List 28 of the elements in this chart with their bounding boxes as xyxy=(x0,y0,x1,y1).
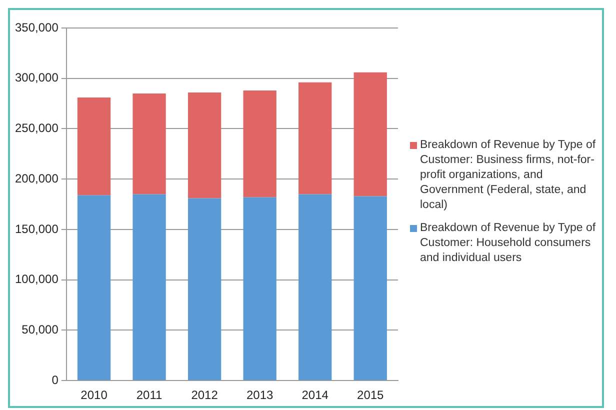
y-tick-label: 0 xyxy=(52,372,59,387)
bar xyxy=(132,93,166,194)
y-tick-label: 250,000 xyxy=(14,121,59,136)
legend-label: Breakdown of Revenue by Type of Customer: Household consumers and individual users xyxy=(420,221,597,266)
bar xyxy=(188,198,222,380)
y-tick-label: 50,000 xyxy=(22,322,59,337)
y-tick-label: 300,000 xyxy=(14,70,59,85)
x-tick-label: 2012 xyxy=(191,388,218,402)
y-tick-label: 100,000 xyxy=(14,272,59,286)
bar xyxy=(77,195,111,380)
x-tick-label: 2015 xyxy=(357,388,384,402)
x-tick-label: 2010 xyxy=(80,388,108,402)
bar xyxy=(132,194,166,380)
bar xyxy=(298,82,332,194)
y-tick-label: 150,000 xyxy=(14,222,59,236)
bar xyxy=(77,98,111,196)
bar xyxy=(354,196,387,380)
y-tick-label: 350,000 xyxy=(14,20,59,34)
x-tick-label: 2013 xyxy=(246,388,274,402)
bar xyxy=(298,194,332,380)
x-tick-label: 2014 xyxy=(302,388,329,402)
bar xyxy=(188,92,222,198)
bar xyxy=(354,72,387,196)
x-tick-label: 2011 xyxy=(136,388,163,402)
y-tick-label: 200,000 xyxy=(14,171,59,186)
bar xyxy=(243,90,276,198)
legend-label: Breakdown of Revenue by Type of Customer: Business firms, not-for-profit organizations, and Government (Federal, state, and local) xyxy=(420,138,597,213)
bar xyxy=(243,197,276,380)
